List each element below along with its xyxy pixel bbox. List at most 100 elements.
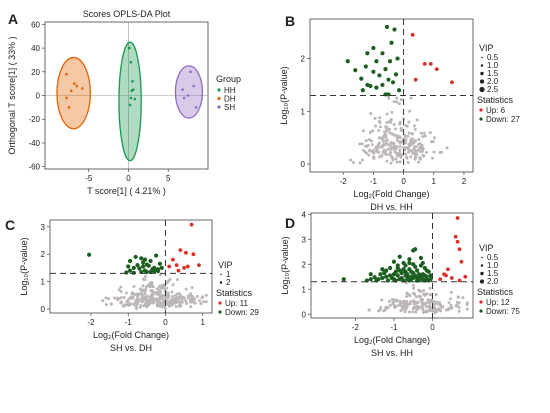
point-not-significant <box>141 284 145 288</box>
stats-legend-entry: Down: 27 <box>486 115 520 124</box>
point-not-significant <box>445 146 449 150</box>
vip-legend-value: 2.0 <box>487 77 499 86</box>
point-not-significant <box>130 292 134 296</box>
point-not-significant <box>160 283 164 287</box>
panel-label-A: A <box>8 11 18 27</box>
point-down <box>424 277 429 282</box>
point-not-significant <box>422 289 426 293</box>
vip-legend-title: VIP <box>218 260 233 270</box>
point-not-significant <box>190 286 194 290</box>
point-down <box>141 264 146 269</box>
point-not-significant <box>425 310 429 314</box>
stats-legend-title: Statistics <box>477 287 514 297</box>
ellipse-DH <box>56 56 91 130</box>
point-not-significant <box>132 284 136 288</box>
point-not-significant <box>149 294 153 298</box>
point-not-significant <box>456 295 460 299</box>
point-not-significant <box>139 288 143 292</box>
point-not-significant <box>405 146 409 150</box>
point-not-significant <box>132 292 136 296</box>
point-not-significant <box>133 301 137 305</box>
y-axis-label: Orthogonal T score[1] ( 33% ) <box>7 36 17 154</box>
point-not-significant <box>404 138 408 142</box>
point-down <box>380 275 385 281</box>
x-tick-label: 0 <box>163 318 168 327</box>
point-not-significant <box>150 283 154 287</box>
x-axis-label: T score[1] ( 4.21% ) <box>87 186 166 196</box>
point-not-significant <box>179 294 183 298</box>
point-not-significant <box>171 283 175 287</box>
stats-legend-marker-down <box>218 310 222 314</box>
point-not-significant <box>436 301 440 305</box>
point-not-significant <box>104 296 108 300</box>
x-tick-label: -2 <box>352 323 360 332</box>
point-not-significant <box>151 291 155 295</box>
point-not-significant <box>415 118 419 122</box>
point-not-significant <box>387 299 391 303</box>
point-not-significant <box>363 150 367 154</box>
y-tick-label: 0 <box>301 160 306 169</box>
point-not-significant <box>358 142 362 146</box>
point-down <box>422 273 427 278</box>
comparison-label: SH vs. HH <box>371 348 413 358</box>
point-not-significant <box>413 154 417 158</box>
point-not-significant <box>412 292 416 296</box>
point-not-significant <box>407 120 411 124</box>
point-down <box>137 266 142 271</box>
point-not-significant <box>398 121 402 125</box>
point-not-significant <box>412 286 416 290</box>
point-not-significant <box>101 299 105 303</box>
point-up <box>176 268 181 273</box>
point-down <box>359 76 364 81</box>
point-DH <box>65 96 68 100</box>
point-down <box>360 88 365 93</box>
point-not-significant <box>381 150 385 154</box>
point-not-significant <box>119 300 123 304</box>
point-not-significant <box>429 140 433 144</box>
point-not-significant <box>407 302 411 306</box>
point-not-significant <box>385 141 389 145</box>
point-not-significant <box>393 304 397 308</box>
point-not-significant <box>377 119 381 123</box>
point-down <box>405 274 410 279</box>
point-not-significant <box>424 301 428 305</box>
point-up <box>170 257 175 262</box>
point-down <box>141 260 146 265</box>
point-not-significant <box>381 139 385 143</box>
point-down <box>386 77 391 82</box>
point-up <box>459 259 464 264</box>
point-not-significant <box>384 135 388 139</box>
point-down <box>380 82 385 88</box>
point-not-significant <box>402 117 406 121</box>
point-not-significant <box>367 308 371 312</box>
point-HH <box>133 97 137 101</box>
point-down <box>152 269 157 274</box>
point-up <box>167 264 172 269</box>
point-not-significant <box>406 161 410 165</box>
point-not-significant <box>184 299 188 303</box>
point-not-significant <box>159 290 163 294</box>
point-down <box>126 264 131 269</box>
point-not-significant <box>204 293 208 297</box>
vip-legend-value: 2 <box>226 278 231 287</box>
point-not-significant <box>360 158 364 162</box>
point-not-significant <box>409 155 413 159</box>
point-not-significant <box>422 310 426 314</box>
point-down <box>154 253 159 258</box>
point-down <box>365 51 370 56</box>
point-not-significant <box>389 161 393 165</box>
point-not-significant <box>465 307 469 311</box>
vip-legend-marker <box>219 281 223 284</box>
point-not-significant <box>162 287 166 291</box>
point-down <box>363 64 368 69</box>
point-not-significant <box>447 301 451 305</box>
point-not-significant <box>384 305 388 309</box>
vip-legend-value: 1.0 <box>487 61 499 70</box>
point-not-significant <box>155 287 159 291</box>
point-not-significant <box>176 292 180 296</box>
point-down <box>374 59 379 64</box>
y-tick-label: -40 <box>28 139 40 148</box>
point-up <box>178 248 183 252</box>
point-not-significant <box>433 311 437 315</box>
point-not-significant <box>422 154 426 158</box>
